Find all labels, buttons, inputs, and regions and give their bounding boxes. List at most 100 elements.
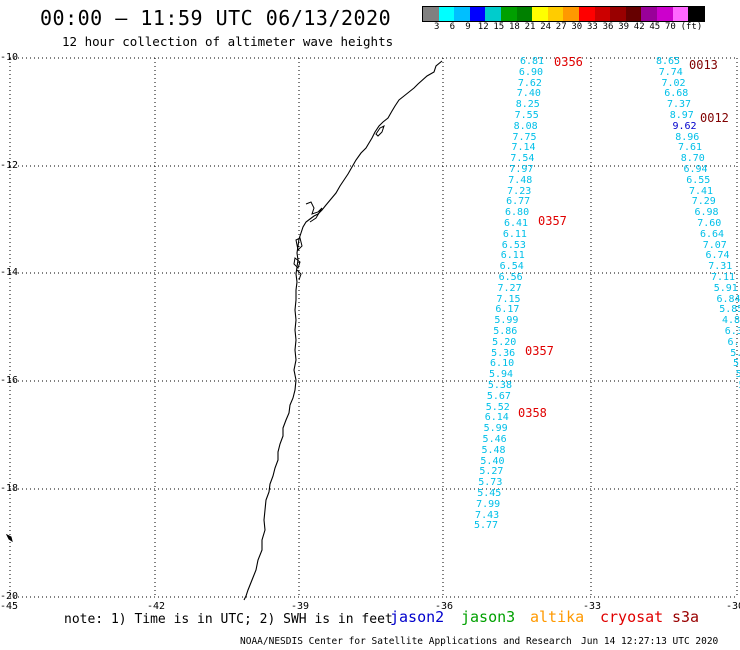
wave-height-value: 7.61 (678, 142, 703, 154)
longitude-label: -39 (291, 601, 310, 612)
pass-time-label: 0356 (554, 55, 583, 69)
wave-height-value: 6.10 (490, 358, 515, 370)
color-scale-label: 9 (465, 22, 471, 32)
coastline-detail-bay (305, 201, 323, 223)
chart-title: 00:00 – 11:59 UTC 06/13/2020 (40, 6, 392, 30)
wave-height-value: 7.97 (509, 164, 534, 175)
color-swatch (485, 7, 501, 21)
wave-height-value: 7.07 (702, 239, 727, 251)
wave-height-value: 5.86 (493, 326, 518, 337)
color-scale-label: 21 (524, 22, 536, 32)
wave-height-value: 5.52 (485, 401, 510, 413)
latitude-label: -20 (0, 591, 19, 602)
color-swatch (610, 7, 626, 21)
wave-height-value: 5.20 (492, 336, 517, 348)
wave-height-value: 7.41 (689, 185, 714, 197)
coastline (243, 60, 443, 601)
latitude-label: -10 (0, 52, 19, 63)
wave-height-value: 5.77 (473, 520, 499, 532)
wave-height-value: 5 (735, 369, 740, 381)
wave-height-value: 6.2 (727, 336, 740, 348)
pass-time-label: 0012 (700, 111, 729, 125)
color-scale-label: 18 (509, 22, 520, 32)
wave-height-value: 6.17 (495, 304, 520, 316)
wave-height-value: 7.15 (496, 293, 521, 305)
wave-height-value: 6.38 (724, 326, 740, 337)
wave-height-value: 5 (739, 380, 740, 391)
wave-height-value: 6.90 (518, 66, 544, 78)
wave-height-value: 5.91 (713, 282, 738, 294)
wave-height-value: 9.62 (672, 120, 697, 132)
footnote: note: 1) Time is in UTC; 2) SWH is in fe… (64, 612, 393, 627)
wave-height-value: 5.48 (481, 444, 506, 456)
wave-height-value: 5.99 (483, 423, 508, 435)
wave-height-value: 6.41 (503, 218, 529, 229)
latitude-label: -14 (0, 267, 19, 278)
wave-height-value: 7.43 (475, 509, 500, 521)
wave-height-value: 6.94 (683, 164, 708, 175)
color-scale-label: 30 (571, 22, 583, 32)
wave-height-value: 7.62 (517, 77, 542, 89)
longitude-label: -30 (726, 601, 740, 612)
wave-height-value: 5.99 (494, 315, 519, 327)
latitude-label: -16 (0, 375, 19, 386)
wave-height-value: 5.9 (730, 347, 740, 359)
wave-height-value: 7.55 (514, 110, 539, 121)
color-swatch (672, 7, 689, 21)
color-swatch (438, 7, 455, 21)
coastline-detail-islands (293, 237, 303, 281)
wave-height-value: 6.11 (500, 250, 525, 262)
wave-height-value: 6.84 (716, 293, 740, 305)
mission-legend-item: s3a (672, 608, 700, 626)
wave-height-value: 5.85 (719, 304, 740, 316)
wave-height-value: 7.29 (691, 196, 716, 208)
wave-height-value: 7.14 (511, 142, 536, 154)
color-swatch (594, 7, 611, 21)
coastline-detail-upper (375, 125, 385, 137)
color-swatch (454, 7, 470, 21)
small-island (5, 533, 13, 543)
color-scale-label: 70 (665, 22, 676, 32)
wave-height-value: 5.36 (491, 347, 516, 359)
wave-height-value: 7.23 (507, 185, 532, 197)
wave-height-value: 7.11 (711, 272, 736, 283)
wave-height-value: 6.80 (505, 207, 530, 219)
color-swatch (625, 7, 642, 21)
color-swatch (656, 7, 673, 21)
wave-height-value: 4.83 (722, 315, 740, 327)
color-scale-label: 45 (649, 22, 661, 32)
mission-legend-item: cryosat (600, 608, 664, 626)
wave-height-value: 7.54 (510, 153, 535, 165)
color-swatch (500, 7, 517, 21)
wave-height-value: 6.56 (498, 272, 523, 283)
latitude-label: -18 (0, 483, 19, 494)
mission-legend-item: jason3 (461, 608, 516, 626)
color-scale-bar (422, 6, 705, 22)
color-scale-label: 24 (540, 22, 552, 32)
color-scale-label: 42 (633, 22, 645, 32)
wave-height-value: 7.02 (661, 77, 686, 89)
wave-height-value: 6.55 (686, 174, 711, 186)
color-swatch (532, 7, 548, 21)
color-swatch (547, 7, 564, 21)
color-swatch (423, 7, 439, 21)
color-swatch (516, 7, 533, 21)
wave-height-value: 5.38 (487, 380, 512, 391)
mission-legend-item: jason2 (390, 608, 445, 626)
wave-height-value: 7.27 (497, 282, 522, 294)
color-scale-label: 33 (587, 22, 598, 32)
pass-time-label: 0013 (689, 58, 718, 72)
pass-time-label: 0357 (538, 214, 567, 228)
wave-height-value: 6.81 (520, 56, 545, 67)
mission-legend-item: altika (530, 608, 585, 626)
color-swatch (563, 7, 579, 21)
longitude-label: -45 (0, 601, 19, 612)
pass-time-label: 0358 (518, 406, 547, 420)
color-scale-label: 36 (602, 22, 614, 32)
wave-height-value: 5.4 (733, 358, 740, 370)
color-swatch (688, 7, 704, 21)
wave-height-value: 8.08 (513, 120, 538, 132)
longitude-label: -36 (435, 601, 454, 612)
wave-height-value: 5.73 (478, 477, 503, 489)
